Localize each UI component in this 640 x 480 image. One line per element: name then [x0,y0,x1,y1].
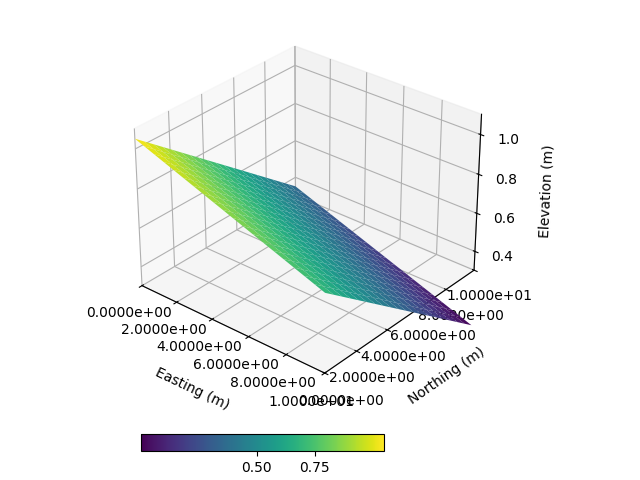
X-axis label: Easting (m): Easting (m) [153,365,232,413]
Y-axis label: Northing (m): Northing (m) [406,345,488,407]
